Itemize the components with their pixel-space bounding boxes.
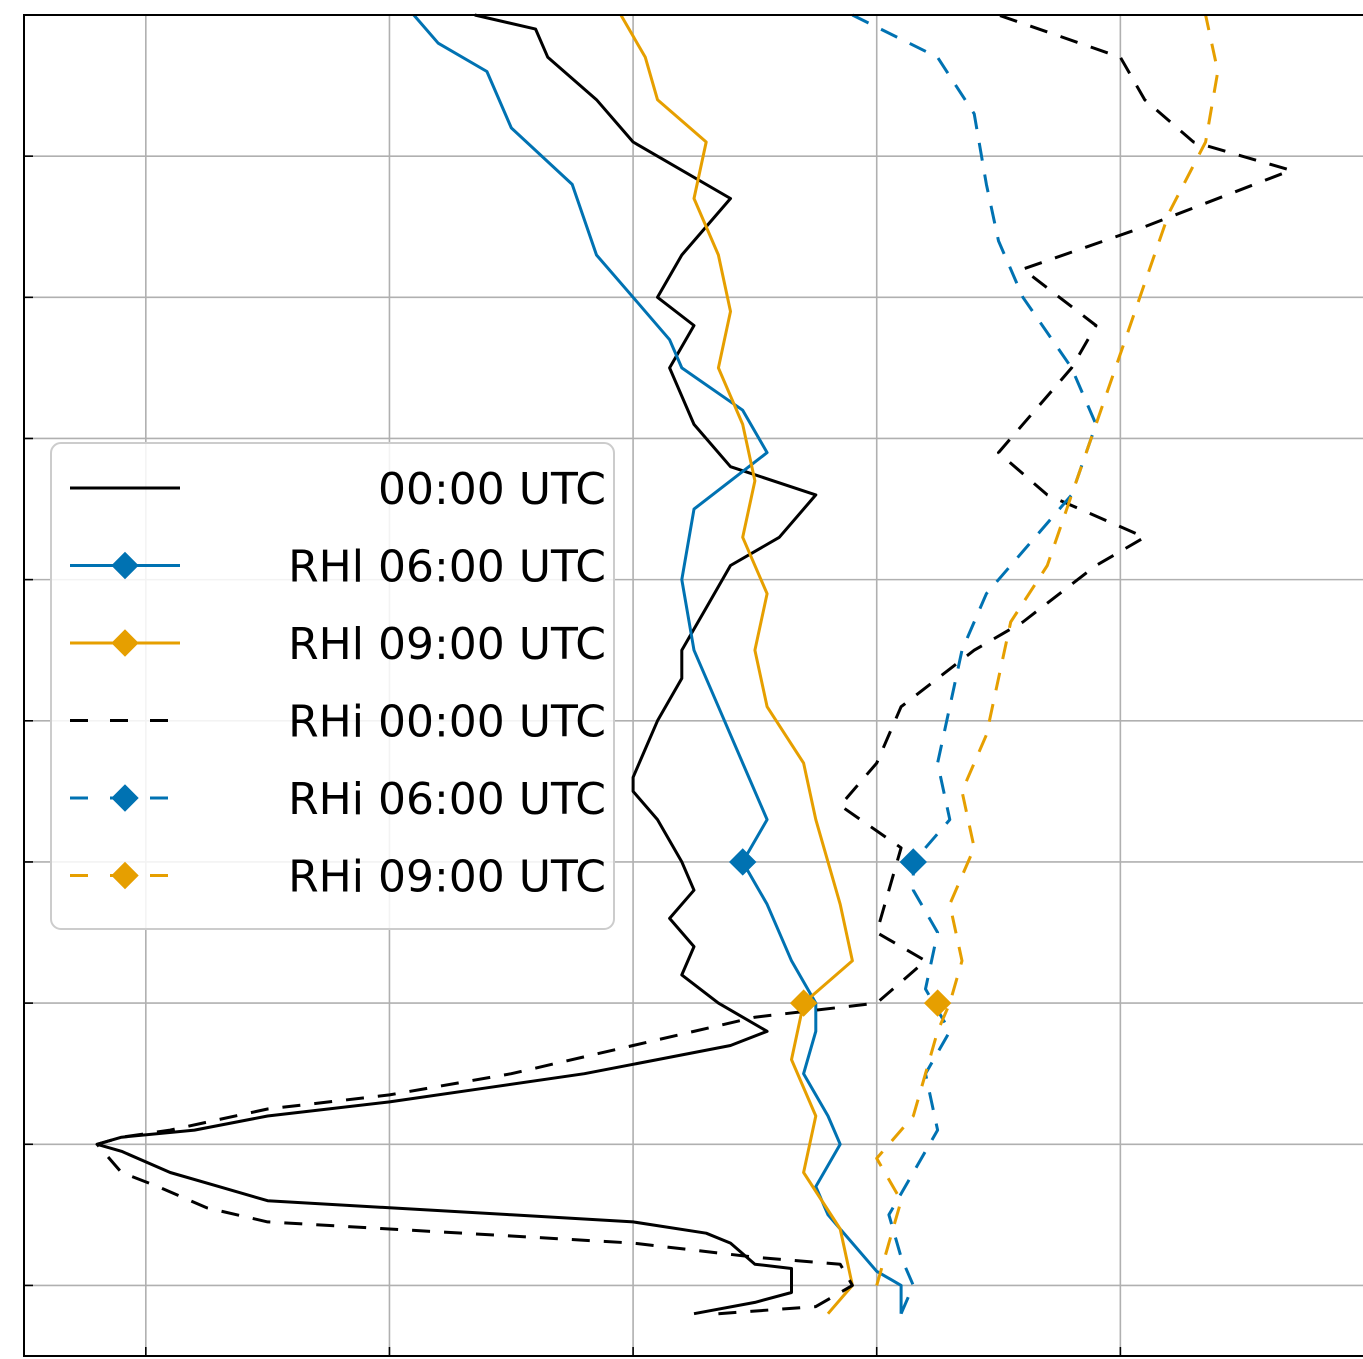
series-group (95, 13, 1293, 1316)
series-line-4 (851, 13, 1098, 1315)
legend-marker-1 (111, 551, 139, 580)
legend-label-3: RHi 00:00 UTC (288, 697, 606, 748)
legend-label-1: RHl 06:00 UTC (288, 542, 606, 593)
legend-marker-2 (111, 629, 139, 657)
plot-frame (23, 14, 1363, 1357)
series-line-5 (875, 14, 1220, 1286)
legend: 00:00 UTC RHl 06:00 UTC RHl 09:00 UTC RHi 0… (50, 442, 615, 930)
series-line-1 (412, 14, 903, 1314)
legend-label-4: RHi 06:00 UTC (288, 774, 606, 825)
legend-marker-5 (111, 861, 139, 890)
legend-label-5: RHi 09:00 UTC (288, 852, 606, 903)
series-marker-4-0 (899, 848, 927, 876)
legend-label-2: RHl 09:00 UTC (288, 619, 606, 670)
series-line-0 (95, 13, 818, 1316)
axis-ticks (24, 155, 1122, 1356)
series-marker-5-0 (923, 989, 952, 1017)
series-marker-2-0 (789, 989, 818, 1017)
legend-label-0: 00:00 UTC (378, 464, 606, 515)
series-line-2 (619, 14, 854, 1315)
series-marker-1-0 (729, 848, 757, 876)
legend-marker-4 (111, 784, 139, 812)
legend-box (50, 442, 615, 930)
marker-group (729, 848, 952, 1017)
